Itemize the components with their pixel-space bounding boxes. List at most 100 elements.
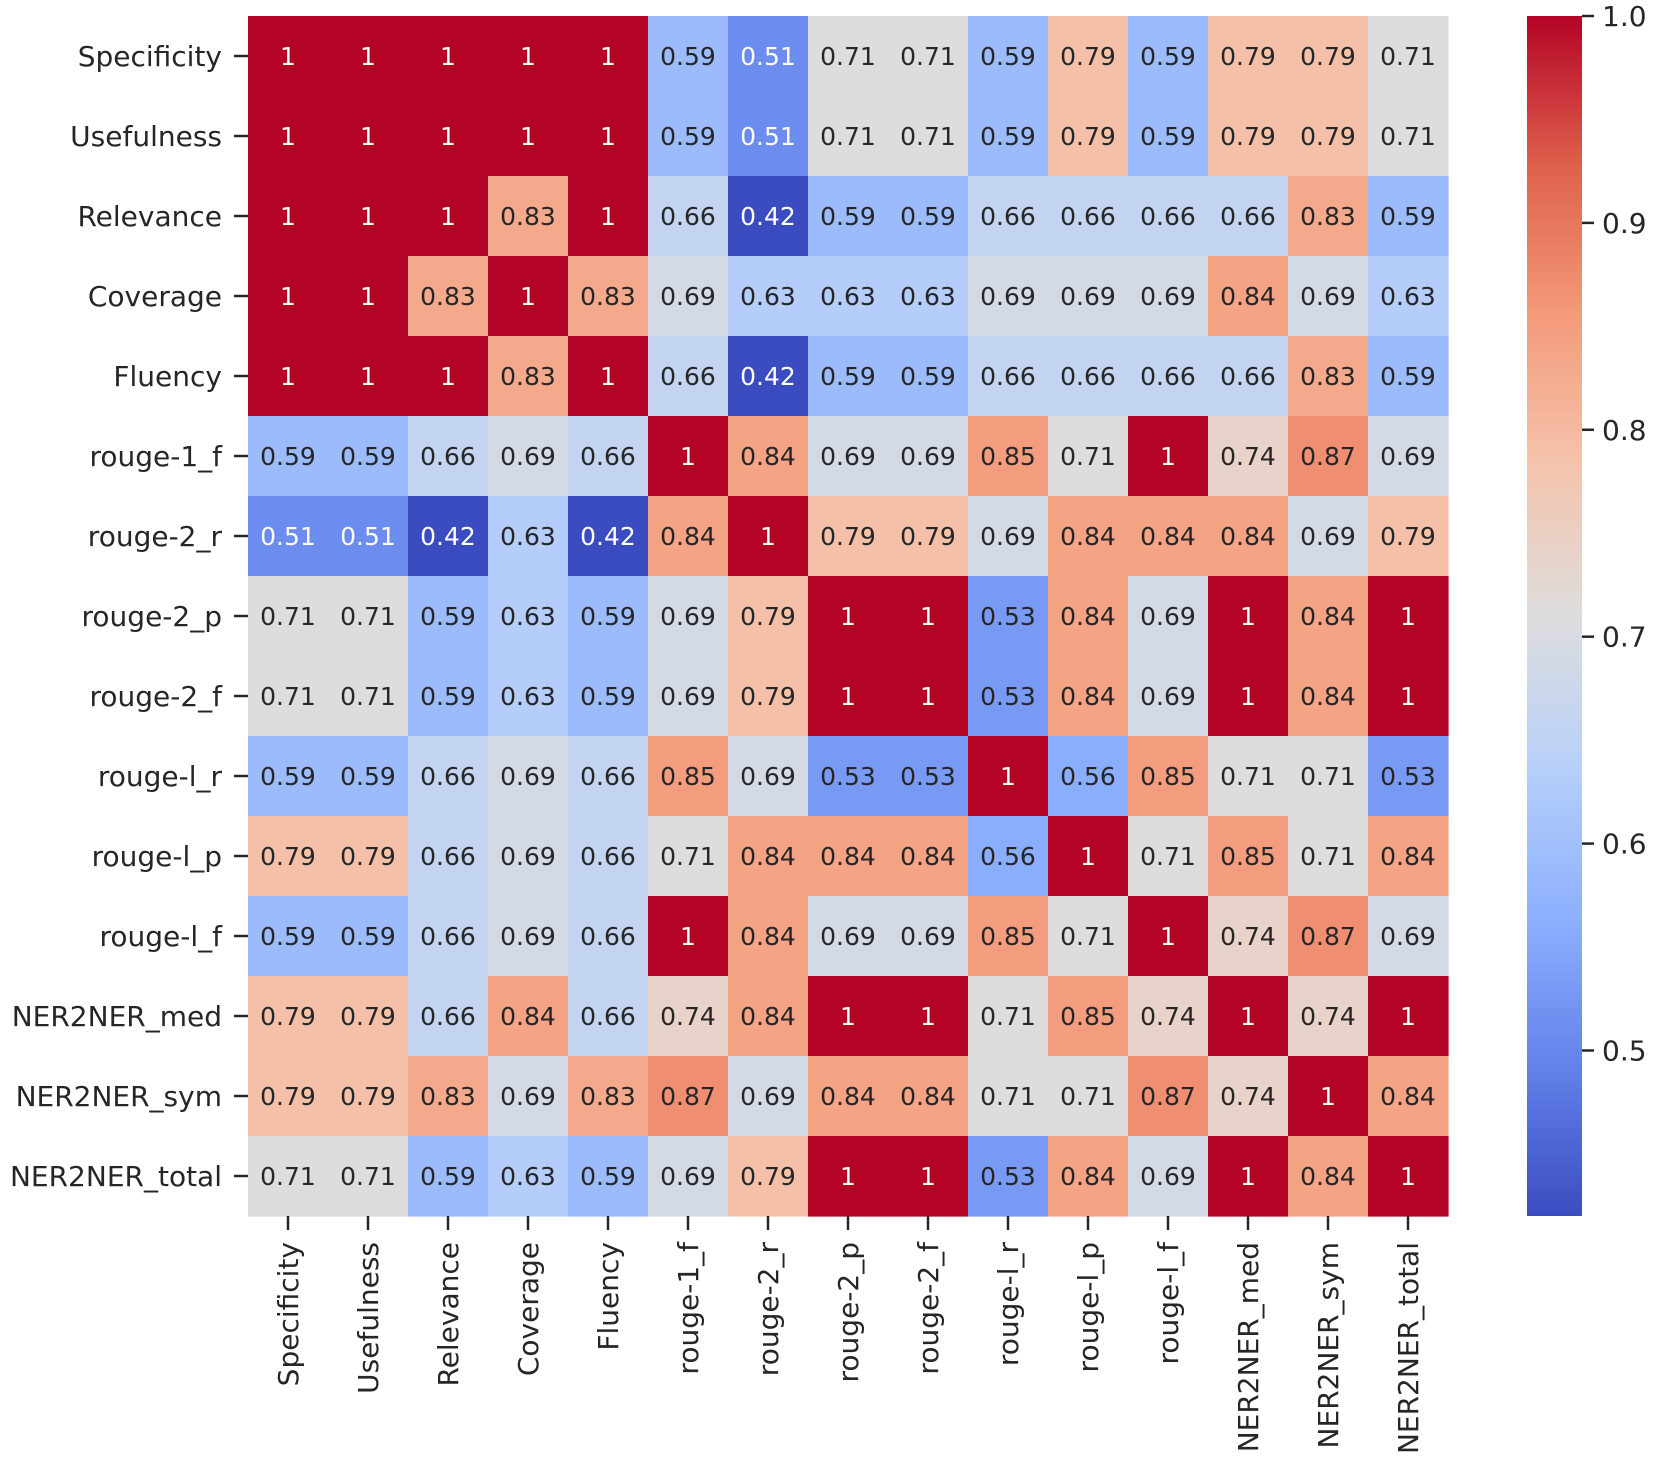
cell-value-label: 0.69 [900, 922, 956, 951]
heatmap-cell-rouge-l-p-rouge-l-p [1048, 816, 1129, 897]
cell-value-label: 0.69 [660, 282, 716, 311]
heatmap-cell-ner2ner-med-fluency [568, 976, 649, 1057]
heatmap-cell-rouge-1-f-relevance [408, 416, 489, 497]
cell-value-label: 0.59 [340, 922, 396, 951]
cell-value-label: 0.66 [1140, 202, 1196, 231]
cell-value-label: 0.69 [660, 1162, 716, 1191]
cell-value-label: 0.79 [1220, 122, 1276, 151]
heatmap-cell-fluency-rouge-2-r [728, 336, 809, 417]
cell-value-label: 1 [1160, 922, 1176, 951]
heatmap-cell-coverage-ner2ner-total [1368, 256, 1449, 337]
heatmap-cell-rouge-l-p-ner2ner-total [1368, 816, 1449, 897]
heatmap-cell-rouge-2-p-specificity [248, 576, 329, 657]
heatmap-cell-ner2ner-total-fluency [568, 1136, 649, 1217]
heatmap-cell-rouge-l-f-ner2ner-total [1368, 896, 1449, 977]
cell-value-label: 0.69 [980, 282, 1036, 311]
heatmap-cell-ner2ner-med-rouge-2-r [728, 976, 809, 1057]
heatmap-cell-rouge-2-r-rouge-2-r [728, 496, 809, 577]
cell-value-label: 0.71 [820, 122, 876, 151]
cell-value-label: 1 [760, 522, 776, 551]
heatmap-cell-ner2ner-med-rouge-l-r [968, 976, 1049, 1057]
cell-value-label: 0.59 [980, 42, 1036, 71]
heatmap-cell-ner2ner-med-ner2ner-sym [1288, 976, 1369, 1057]
cell-value-label: 1 [280, 122, 296, 151]
cell-value-label: 1 [1160, 442, 1176, 471]
heatmap-cell-rouge-1-f-rouge-2-p [808, 416, 889, 497]
column-label-usefulness: Usefulness [352, 1242, 385, 1394]
heatmap-cell-usefulness-specificity [248, 96, 329, 177]
cell-value-label: 1 [1400, 1002, 1416, 1031]
cell-value-label: 0.71 [1380, 42, 1436, 71]
heatmap-cell-rouge-l-f-specificity [248, 896, 329, 977]
heatmap-cell-ner2ner-sym-rouge-2-r [728, 1056, 809, 1137]
heatmap-cell-ner2ner-med-specificity [248, 976, 329, 1057]
cell-value-label: 0.69 [980, 522, 1036, 551]
heatmap-cell-rouge-l-p-ner2ner-med [1208, 816, 1289, 897]
heatmap-cell-fluency-specificity [248, 336, 329, 417]
heatmap-cell-ner2ner-total-coverage [488, 1136, 569, 1217]
heatmap-cell-ner2ner-med-rouge-2-f [888, 976, 969, 1057]
cell-value-label: 1 [280, 42, 296, 71]
cell-value-label: 0.83 [500, 362, 556, 391]
cell-value-label: 0.59 [1380, 202, 1436, 231]
cell-value-label: 0.84 [740, 922, 796, 951]
cell-value-label: 0.84 [1220, 522, 1276, 551]
cell-value-label: 0.79 [340, 1082, 396, 1111]
cell-value-label: 0.79 [1060, 42, 1116, 71]
cell-value-label: 0.84 [660, 522, 716, 551]
heatmap-cell-rouge-2-p-usefulness [328, 576, 409, 657]
cell-value-label: 0.53 [820, 762, 876, 791]
heatmap-cell-ner2ner-sym-rouge-l-r [968, 1056, 1049, 1137]
cell-value-label: 0.66 [1220, 362, 1276, 391]
cell-value-label: 0.83 [1300, 202, 1356, 231]
cell-value-label: 0.71 [1300, 842, 1356, 871]
cell-value-label: 1 [360, 362, 376, 391]
cell-value-label: 0.66 [420, 842, 476, 871]
row-label-rouge-2-f: rouge-2_f [89, 680, 223, 713]
heatmap-cell-rouge-l-f-coverage [488, 896, 569, 977]
cell-value-label: 1 [1240, 682, 1256, 711]
heatmap-cell-fluency-rouge-l-r [968, 336, 1049, 417]
heatmap-cell-rouge-l-p-relevance [408, 816, 489, 897]
heatmap-cell-ner2ner-total-specificity [248, 1136, 329, 1217]
cell-value-label: 0.84 [1300, 602, 1356, 631]
heatmap-cell-coverage-ner2ner-med [1208, 256, 1289, 337]
column-label-fluency: Fluency [592, 1242, 625, 1351]
cell-value-label: 1 [920, 1002, 936, 1031]
row-labels: Specificity Usefulness Relevance Coverage Fl… [10, 40, 248, 1193]
heatmap-cell-usefulness-rouge-l-p [1048, 96, 1129, 177]
heatmap-cell-ner2ner-sym-rouge-2-p [808, 1056, 889, 1137]
cell-value-label: 0.69 [1380, 442, 1436, 471]
cell-value-label: 1 [1240, 602, 1256, 631]
cell-value-label: 0.42 [740, 362, 796, 391]
heatmap-cell-usefulness-rouge-l-f [1128, 96, 1209, 177]
cell-value-label: 0.84 [1300, 682, 1356, 711]
cell-value-label: 0.84 [1380, 1082, 1436, 1111]
heatmap-cell-ner2ner-med-rouge-l-f [1128, 976, 1209, 1057]
heatmap-cell-rouge-2-f-ner2ner-total [1368, 656, 1449, 737]
heatmap-cell-specificity-rouge-1-f [648, 16, 729, 97]
column-label-rouge-l-f: rouge-l_f [1152, 1241, 1185, 1365]
cell-value-label: 0.74 [1220, 442, 1276, 471]
heatmap-cell-rouge-2-p-rouge-2-p [808, 576, 889, 657]
heatmap-cell-fluency-rouge-l-f [1128, 336, 1209, 417]
heatmap-cell-ner2ner-total-rouge-1-f [648, 1136, 729, 1217]
heatmap-cell-ner2ner-total-rouge-l-p [1048, 1136, 1129, 1217]
row-label-rouge-1-f: rouge-1_f [89, 440, 223, 473]
heatmap-cell-fluency-ner2ner-sym [1288, 336, 1369, 417]
row-label-rouge-2-p: rouge-2_p [82, 600, 222, 633]
heatmap-cell-relevance-rouge-2-r [728, 176, 809, 257]
heatmap-cell-relevance-specificity [248, 176, 329, 257]
heatmap-cell-rouge-1-f-ner2ner-sym [1288, 416, 1369, 497]
heatmap-cell-ner2ner-sym-fluency [568, 1056, 649, 1137]
cell-value-label: 0.71 [260, 602, 316, 631]
cell-value-label: 1 [920, 602, 936, 631]
heatmap-cell-coverage-relevance [408, 256, 489, 337]
heatmap-cell-usefulness-relevance [408, 96, 489, 177]
cell-value-label: 0.69 [1300, 282, 1356, 311]
heatmap-cell-fluency-rouge-2-f [888, 336, 969, 417]
heatmap-cell-rouge-l-r-ner2ner-sym [1288, 736, 1369, 817]
cell-value-label: 0.69 [820, 442, 876, 471]
cell-value-label: 0.63 [500, 602, 556, 631]
heatmap-cell-rouge-2-r-rouge-1-f [648, 496, 729, 577]
